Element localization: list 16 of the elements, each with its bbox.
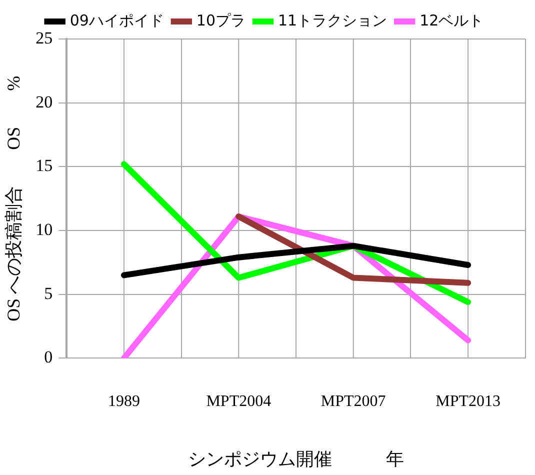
y-tick-label: 20 xyxy=(36,92,53,112)
y-tick-label: 0 xyxy=(44,348,53,367)
legend-label: 12ベルト xyxy=(420,11,484,30)
x-tick-label: MPT2013 xyxy=(436,393,501,410)
x-tick-label: MPT2004 xyxy=(206,393,272,410)
x-tick-label: MPT2007 xyxy=(320,393,386,410)
y-tick-label: 25 xyxy=(36,28,53,48)
y-tick-label: 15 xyxy=(36,156,53,176)
y-tick-label: 5 xyxy=(44,284,53,303)
y-axis-title: OS への投稿割合 OS % xyxy=(4,76,24,322)
legend-label: 10プラ xyxy=(196,11,246,30)
y-tick-label: 10 xyxy=(36,220,53,239)
x-axis-title: シンポジウム開催 年 xyxy=(188,448,404,469)
legend-label: 11トラクション xyxy=(278,11,388,30)
legend-label: 09ハイポイド xyxy=(70,11,164,30)
x-tick-label: 1989 xyxy=(108,393,140,410)
